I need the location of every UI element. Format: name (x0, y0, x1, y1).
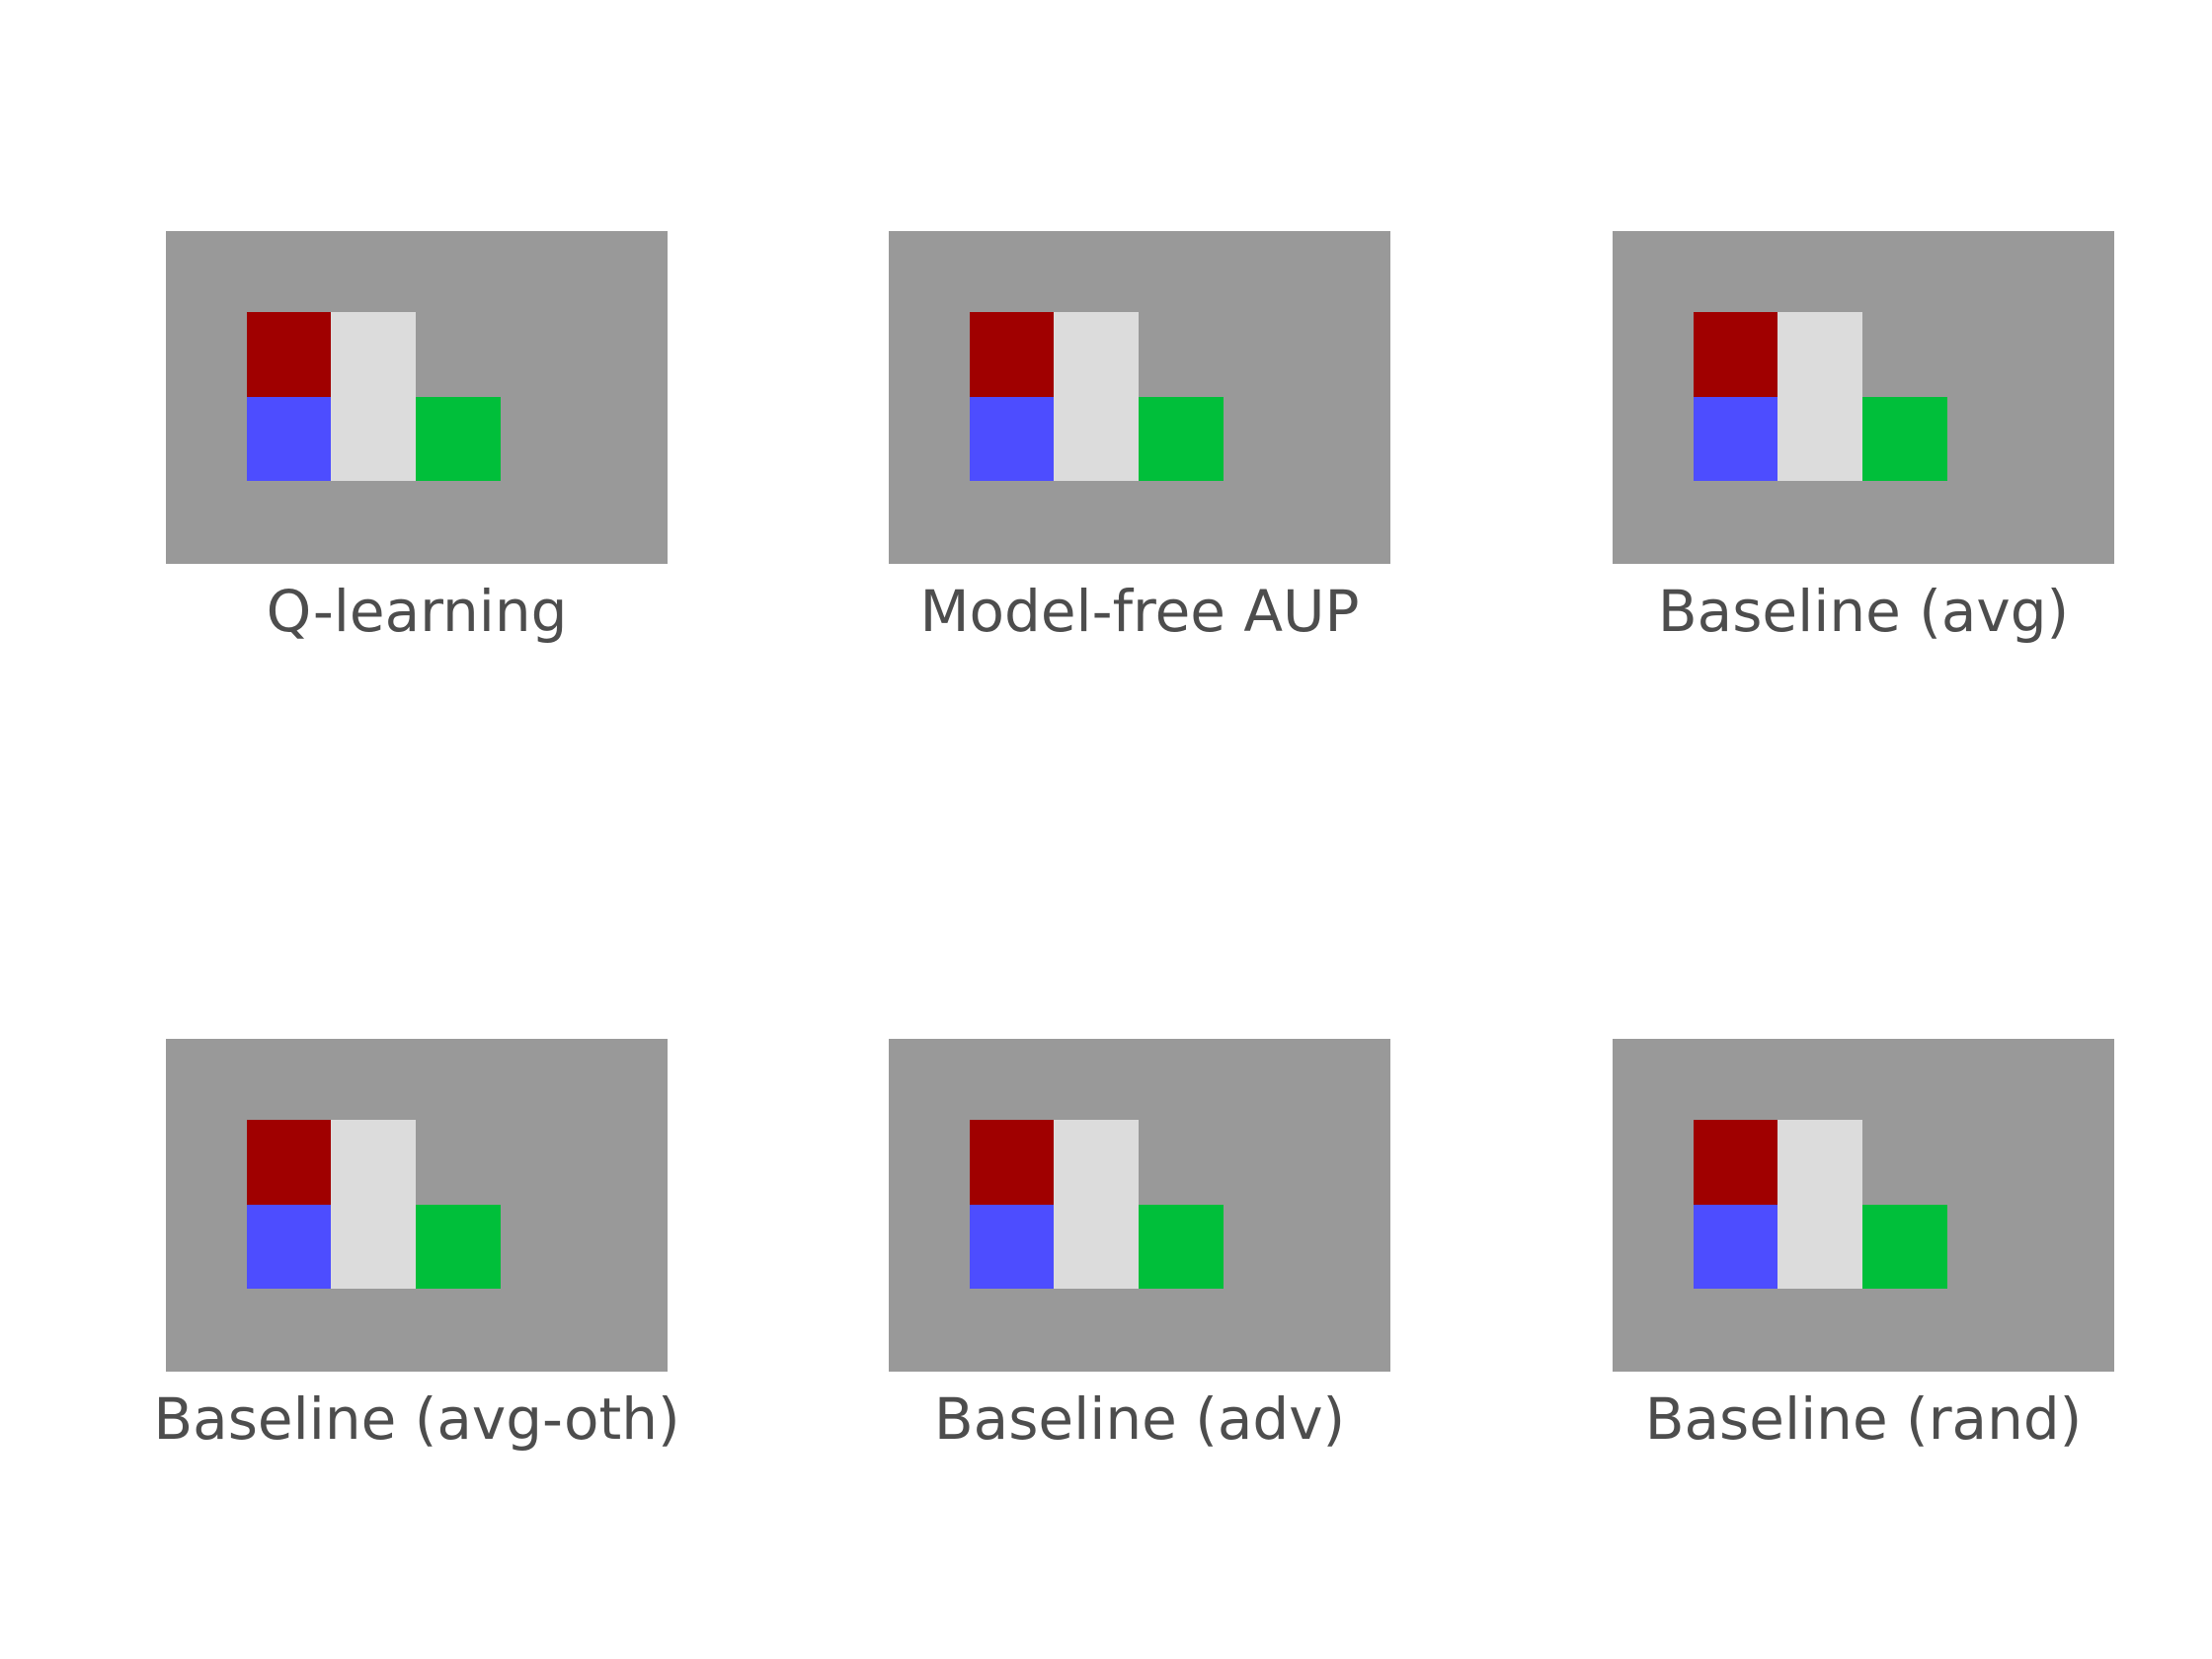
panel-caption: Model-free AUP (919, 578, 1360, 645)
gridworld (166, 231, 668, 564)
agent-cell (1694, 1120, 1778, 1205)
box-cell (970, 1205, 1054, 1289)
panel-baseline-rand: Baseline (rand) (1565, 1039, 2118, 1473)
gridworld (1613, 231, 2114, 564)
panel-q-learning: Q-learning (118, 231, 672, 666)
panel-caption: Baseline (adv) (933, 1385, 1346, 1453)
box-cell (247, 397, 331, 481)
box-cell (1694, 397, 1778, 481)
panel-caption: Baseline (avg-oth) (153, 1385, 680, 1453)
panel-caption: Baseline (avg) (1657, 578, 2070, 645)
goal-cell (1139, 1205, 1224, 1289)
goal-cell (1139, 397, 1224, 481)
agent-cell (970, 312, 1054, 397)
goal-cell (1862, 397, 1947, 481)
gridworld (889, 231, 1390, 564)
agent-cell (247, 312, 331, 397)
goal-cell (416, 1205, 501, 1289)
panel-model-free-aup: Model-free AUP (841, 231, 1394, 666)
goal-cell (1862, 1205, 1947, 1289)
gridworld (1613, 1039, 2114, 1372)
panel-caption: Baseline (rand) (1644, 1385, 2083, 1453)
agent-cell (247, 1120, 331, 1205)
panel-baseline-avg-oth: Baseline (avg-oth) (118, 1039, 680, 1473)
goal-cell (416, 397, 501, 481)
box-cell (970, 397, 1054, 481)
gridworld (889, 1039, 1390, 1372)
agent-cell (970, 1120, 1054, 1205)
box-cell (1694, 1205, 1778, 1289)
panel-baseline-adv: Baseline (adv) (841, 1039, 1394, 1473)
agent-cell (1694, 312, 1778, 397)
panel-baseline-avg: Baseline (avg) (1565, 231, 2118, 666)
panel-caption: Q-learning (266, 578, 568, 645)
box-cell (247, 1205, 331, 1289)
gridworld (166, 1039, 668, 1372)
